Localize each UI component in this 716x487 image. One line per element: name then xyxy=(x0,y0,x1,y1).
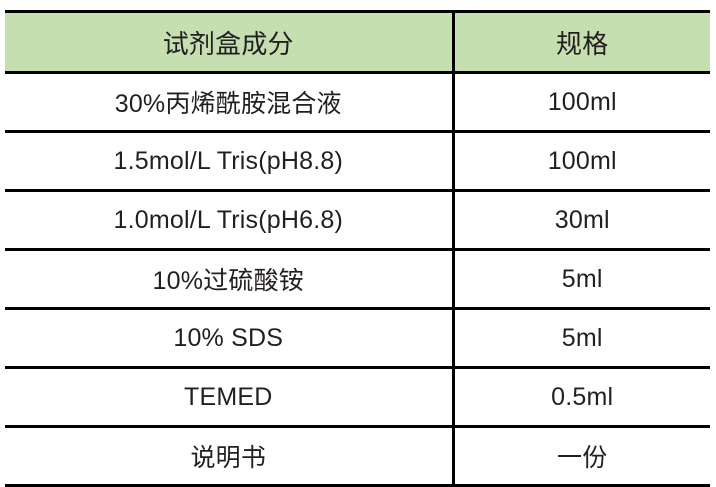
cell-component-name: TEMED xyxy=(5,366,455,427)
cell-component-name: 说明书 xyxy=(5,425,455,487)
cell-specification: 30ml xyxy=(453,189,710,250)
table-row: 1.0mol/L Tris(pH6.8) 30ml xyxy=(5,189,710,250)
cell-specification: 100ml xyxy=(453,130,710,191)
cell-component-name: 10% SDS xyxy=(5,307,455,368)
cell-specification: 一份 xyxy=(453,425,710,487)
table-row: TEMED 0.5ml xyxy=(5,366,710,427)
table-row: 10% SDS 5ml xyxy=(5,307,710,368)
cell-specification: 100ml xyxy=(453,71,710,132)
kit-components-table: 试剂盒成分 规格 30%丙烯酰胺混合液 100ml 1.5mol/L Tris(… xyxy=(5,10,710,487)
cell-component-name: 1.5mol/L Tris(pH8.8) xyxy=(5,130,455,191)
table-row: 30%丙烯酰胺混合液 100ml xyxy=(5,71,710,132)
cell-specification: 5ml xyxy=(453,248,710,309)
table-header-row: 试剂盒成分 规格 xyxy=(5,10,710,73)
table-body: 30%丙烯酰胺混合液 100ml 1.5mol/L Tris(pH8.8) 10… xyxy=(5,71,710,487)
cell-specification: 0.5ml xyxy=(453,366,710,427)
table-header: 试剂盒成分 规格 xyxy=(5,10,710,73)
table-row: 10%过硫酸铵 5ml xyxy=(5,248,710,309)
cell-specification: 5ml xyxy=(453,307,710,368)
table-row: 1.5mol/L Tris(pH8.8) 100ml xyxy=(5,130,710,191)
cell-component-name: 10%过硫酸铵 xyxy=(5,248,455,309)
column-header-component: 试剂盒成分 xyxy=(5,10,455,73)
cell-component-name: 1.0mol/L Tris(pH6.8) xyxy=(5,189,455,250)
column-header-specification: 规格 xyxy=(453,10,710,73)
table-row: 说明书 一份 xyxy=(5,425,710,487)
cell-component-name: 30%丙烯酰胺混合液 xyxy=(5,71,455,132)
page-root: 试剂盒成分 规格 30%丙烯酰胺混合液 100ml 1.5mol/L Tris(… xyxy=(5,10,710,487)
